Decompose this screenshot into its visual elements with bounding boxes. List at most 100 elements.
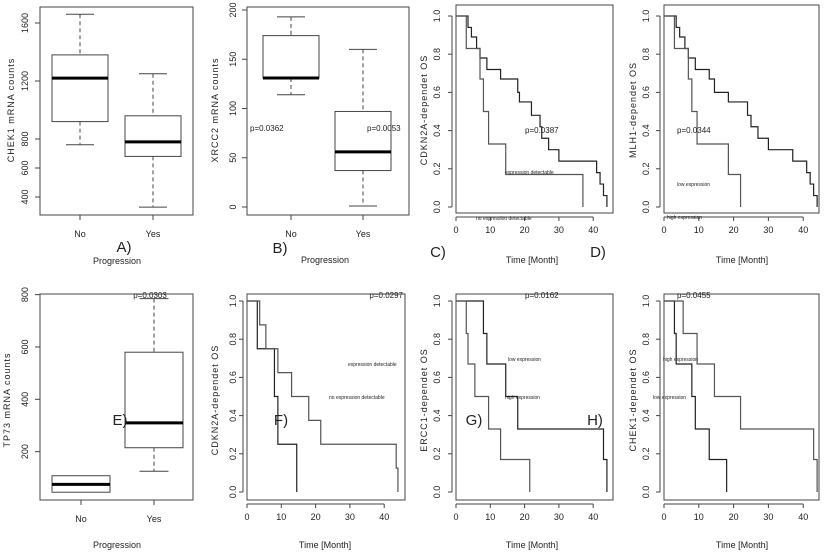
- y-tick-label: 0.0: [432, 201, 442, 214]
- x-tick-label: 40: [798, 512, 808, 522]
- plot-frame: [246, 293, 406, 501]
- y-tick-label: 0.4: [641, 124, 651, 137]
- y-tick-label: 0.6: [641, 86, 651, 99]
- x-tick-label: 40: [798, 225, 808, 235]
- curve-label: no expression detectable: [329, 395, 385, 401]
- panel-label: C): [430, 244, 446, 261]
- y-tick-label: 200: [228, 2, 238, 17]
- iqr-box: [124, 115, 182, 157]
- y-tick-label: 0.4: [432, 409, 442, 422]
- y-tick-label: 200: [20, 444, 30, 459]
- p-value-label: p=0.0053: [367, 124, 401, 133]
- x-axis-title: Progression: [93, 256, 141, 266]
- curve-label: low expression: [677, 182, 710, 188]
- iqr-box: [124, 351, 184, 449]
- survival-curve-1: [456, 300, 608, 492]
- survival-curve-1: [456, 15, 608, 207]
- panel-label: E): [113, 412, 128, 429]
- y-tick-label: 400: [20, 189, 30, 204]
- plot-frame: [39, 293, 194, 501]
- panel-c: 0.0 0.2 0.4 0.6 0.8 1.0 0 10 20 30 40 CDKN2A-depend…: [419, 4, 614, 265]
- y-tick-label: 0.8: [641, 333, 651, 346]
- y-tick-label: 0.2: [432, 448, 442, 461]
- panel-g: 0.0 0.2 0.4 0.6 0.8 1.0 0 10 20 30 40 ERCC1-depende…: [419, 291, 614, 550]
- x-tick-label: 0: [661, 225, 666, 235]
- y-tick-label: 1.0: [228, 295, 238, 308]
- y-tick-label: 0.6: [432, 371, 442, 384]
- panel-f: 0.0 0.2 0.4 0.6 0.8 1.0 0 10 20 30 40 CDKN2A-depend…: [210, 291, 406, 550]
- survival-curve-2: [456, 300, 531, 492]
- y-tick-label: 0.0: [228, 486, 238, 499]
- x-tick-label: 10: [276, 512, 286, 522]
- y-tick-label: 0.2: [641, 163, 651, 176]
- iqr-box: [334, 110, 392, 172]
- box-no: [51, 475, 111, 493]
- y-tick-label: 0: [228, 204, 238, 209]
- x-tick-label: Yes: [147, 514, 162, 524]
- survival-curve-2: [456, 15, 584, 207]
- y-tick-label: 1600: [20, 13, 30, 33]
- y-tick-label: 1.0: [641, 10, 651, 23]
- x-tick-label: 0: [244, 512, 249, 522]
- x-tick-label: 20: [729, 225, 739, 235]
- p-value-label: p=0.0162: [525, 291, 559, 300]
- y-tick-label: 0.0: [641, 486, 651, 499]
- y-tick-label: 150: [228, 52, 238, 67]
- curve-label: low expression: [653, 395, 686, 401]
- x-tick-label: 0: [453, 225, 458, 235]
- y-axis-title: CDKN2A-dependet OS: [419, 55, 429, 166]
- y-tick-label: 50: [228, 153, 238, 163]
- x-tick-label: No: [75, 514, 87, 524]
- p-value-label: p=0.0387: [525, 126, 559, 135]
- panel-e: 200 400 600 800 No Yes TP73 mRNA counts Progres…: [2, 287, 194, 550]
- y-tick-label: 0.8: [228, 333, 238, 346]
- y-axis-title: XRCC2 mRNA counts: [210, 57, 220, 162]
- panel-d: 0.0 0.2 0.4 0.6 0.8 1.0 0 10 20 30 40 MLH1-dependet…: [590, 4, 820, 265]
- y-axis-title: CHEK1-dependet OS: [628, 348, 638, 451]
- panel-label: H): [587, 412, 603, 429]
- y-tick-label: 600: [20, 339, 30, 354]
- y-tick-label: 0.6: [432, 86, 442, 99]
- plot-frame: [455, 293, 614, 501]
- x-tick-label: No: [74, 229, 86, 239]
- x-tick-label: 10: [694, 512, 704, 522]
- iqr-box: [262, 35, 320, 79]
- y-tick-label: 800: [20, 131, 30, 146]
- x-tick-label: 30: [763, 512, 773, 522]
- y-tick-label: 1200: [20, 71, 30, 91]
- survival-curve-2: [664, 15, 742, 207]
- survival-curve-2: [664, 300, 818, 492]
- curve-label: high expression: [505, 395, 540, 401]
- panel-label: A): [117, 239, 132, 256]
- x-axis-title: Time [Month]: [299, 540, 351, 550]
- x-tick-label: 20: [311, 512, 321, 522]
- x-tick-label: 10: [485, 512, 495, 522]
- x-tick-label: 20: [520, 225, 530, 235]
- y-tick-label: 0.8: [641, 48, 651, 61]
- panel-label: D): [590, 244, 606, 261]
- x-axis-title: Progression: [301, 255, 349, 265]
- x-axis-title: Time [Month]: [506, 255, 558, 265]
- p-value-label: p=0.0362: [250, 124, 284, 133]
- y-axis-title: CHEK1 mRNA counts: [6, 58, 16, 163]
- plot-frame: [663, 4, 820, 214]
- panel-a: 400 600 800 1200 1600 No Yes CHEK1 mRNA counts P…: [6, 6, 194, 266]
- y-tick-label: 0.2: [228, 448, 238, 461]
- x-tick-label: 20: [520, 512, 530, 522]
- y-tick-label: 0.2: [641, 448, 651, 461]
- survival-curve-2: [247, 300, 399, 492]
- x-tick-label: Yes: [356, 229, 371, 239]
- y-tick-label: 1.0: [432, 295, 442, 308]
- y-tick-label: 0.0: [641, 201, 651, 214]
- y-tick-label: 600: [20, 160, 30, 175]
- curve-label: high expression: [663, 357, 698, 363]
- box-yes: [124, 73, 182, 208]
- x-tick-label: Yes: [146, 229, 161, 239]
- survival-curve-1: [664, 15, 818, 207]
- y-tick-label: 0.8: [432, 48, 442, 61]
- x-tick-label: 0: [453, 512, 458, 522]
- box-no: [51, 13, 109, 146]
- panel-label: G): [466, 412, 483, 429]
- box-no: [262, 16, 320, 96]
- x-tick-label: No: [285, 229, 297, 239]
